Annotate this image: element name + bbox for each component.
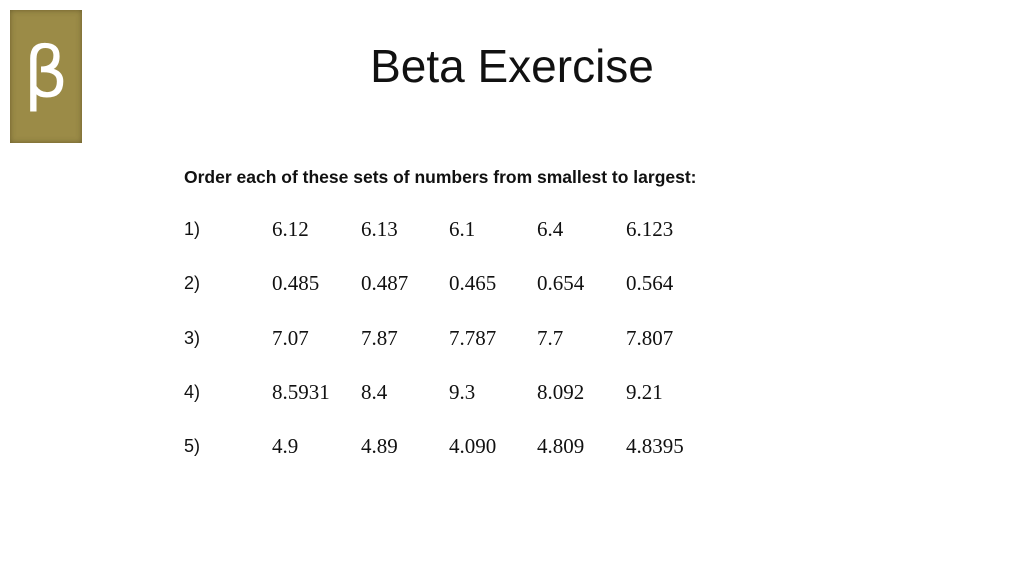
number: 7.7 — [537, 325, 564, 350]
number: 7.807 — [626, 325, 674, 350]
number: 7.87 — [361, 325, 398, 350]
title: Beta Exercise — [370, 40, 654, 92]
number: 6.1 — [449, 217, 476, 241]
number: 4.9 — [272, 434, 299, 459]
number: 8.5931 — [272, 379, 330, 404]
number: 6.13 — [361, 217, 398, 241]
row-label: 3) — [184, 327, 201, 348]
number: 0.485 — [272, 271, 320, 296]
row-label: 1) — [184, 219, 201, 239]
number: 8.092 — [537, 379, 585, 404]
number: 4.89 — [361, 434, 398, 459]
row-label: 4) — [184, 381, 201, 402]
number: 9.21 — [626, 379, 663, 404]
logo: β — [10, 10, 82, 143]
number: 9.3 — [449, 379, 476, 404]
row-label: 2) — [184, 273, 201, 294]
number: 6.4 — [537, 217, 564, 241]
number: 8.4 — [361, 379, 388, 404]
number: 0.487 — [361, 271, 409, 296]
number: 0.564 — [626, 271, 674, 296]
number: 4.8395 — [626, 434, 684, 459]
number: 7.07 — [272, 325, 309, 350]
instruction: Order each of these sets of numbers from… — [184, 167, 697, 187]
row-label: 5) — [184, 436, 201, 457]
number: 0.654 — [537, 271, 585, 296]
number: 4.090 — [449, 434, 497, 459]
number: 6.123 — [626, 217, 674, 241]
number: 4.809 — [537, 434, 585, 459]
number: 6.12 — [272, 217, 309, 241]
logo-symbol: β — [23, 32, 69, 114]
number: 0.465 — [449, 271, 497, 296]
number: 7.787 — [449, 325, 497, 350]
